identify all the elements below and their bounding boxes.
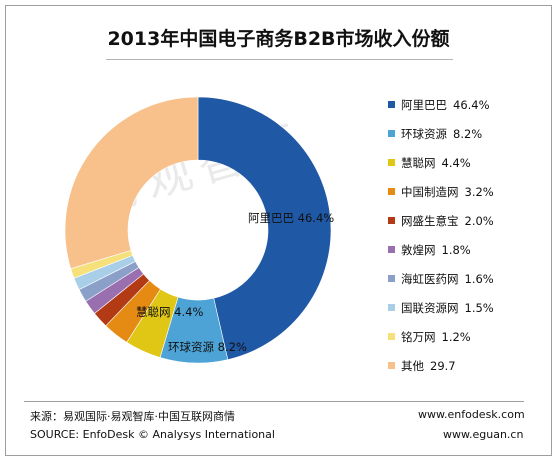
legend-swatch (388, 246, 395, 253)
legend-label: 敦煌网 (401, 242, 436, 257)
legend-item-10: 其他 29.7 (388, 351, 548, 380)
legend-swatch (388, 101, 395, 108)
legend-value: 29.7 (430, 358, 456, 373)
legend-swatch (388, 275, 395, 282)
legend-item-8: 国联资源网 1.5% (388, 293, 548, 322)
footer-source-cn: 来源：易观国际·易观智库·中国互联网商情 (30, 410, 235, 423)
legend: 阿里巴巴 46.4% 环球资源 8.2% 慧聪网 4.4% 中国制造网 3.2% 网盛生意宝 2.… (388, 90, 548, 380)
legend-value: 8.2% (453, 126, 483, 141)
legend-item-7: 海虹医药网 1.6% (388, 264, 548, 293)
legend-label: 国联资源网 (401, 300, 459, 315)
legend-value: 3.2% (464, 184, 494, 199)
legend-value: 46.4% (453, 97, 490, 112)
slice-1 (197, 96, 332, 360)
legend-item-4: 中国制造网 3.2% (388, 177, 548, 206)
legend-swatch (388, 130, 395, 137)
footer-site-eguan: www.eguan.cn (443, 428, 524, 441)
legend-value: 4.4% (441, 155, 471, 170)
data-labels-group: 阿里巴巴 46.4% 环球资源 8.2% 慧聪网 4.4% (136, 211, 334, 354)
title-underline (106, 59, 453, 60)
legend-item-1: 阿里巴巴 46.4% (388, 90, 548, 119)
chart-title: 2013年中国电子商务B2B市场收入份额 (107, 28, 450, 50)
footer-divider (24, 401, 524, 402)
slices-group (64, 96, 332, 364)
legend-value: 1.2% (441, 329, 471, 344)
legend-swatch (388, 217, 395, 224)
legend-swatch (388, 304, 395, 311)
legend-label: 慧聪网 (401, 155, 436, 170)
legend-label: 海虹医药网 (401, 271, 459, 286)
legend-swatch (388, 159, 395, 166)
legend-item-3: 慧聪网 4.4% (388, 148, 548, 177)
legend-label: 阿里巴巴 (401, 97, 447, 112)
data-label-2: 环球资源 8.2% (168, 340, 247, 354)
legend-swatch (388, 362, 395, 369)
legend-value: 2.0% (464, 213, 494, 228)
legend-label: 网盛生意宝 (401, 213, 459, 228)
legend-item-9: 铭万网 1.2% (388, 322, 548, 351)
legend-label: 其他 (401, 358, 424, 373)
data-label-1: 阿里巴巴 46.4% (248, 211, 334, 225)
legend-label: 环球资源 (401, 126, 447, 141)
footer-site-enfodesk: www.enfodesk.com (418, 408, 525, 421)
legend-value: 1.5% (464, 300, 494, 315)
data-label-3: 慧聪网 4.4% (136, 305, 203, 319)
legend-item-5: 网盛生意宝 2.0% (388, 206, 548, 235)
footer-source-en: SOURCE: EnfoDesk © Analysys Internationa… (30, 428, 275, 441)
legend-swatch (388, 333, 395, 340)
legend-item-6: 敦煌网 1.8% (388, 235, 548, 264)
legend-value: 1.8% (441, 242, 471, 257)
legend-value: 1.6% (464, 271, 494, 286)
legend-swatch (388, 188, 395, 195)
legend-label: 铭万网 (401, 329, 436, 344)
slice-10 (64, 96, 199, 270)
legend-label: 中国制造网 (401, 184, 459, 199)
legend-item-2: 环球资源 8.2% (388, 119, 548, 148)
